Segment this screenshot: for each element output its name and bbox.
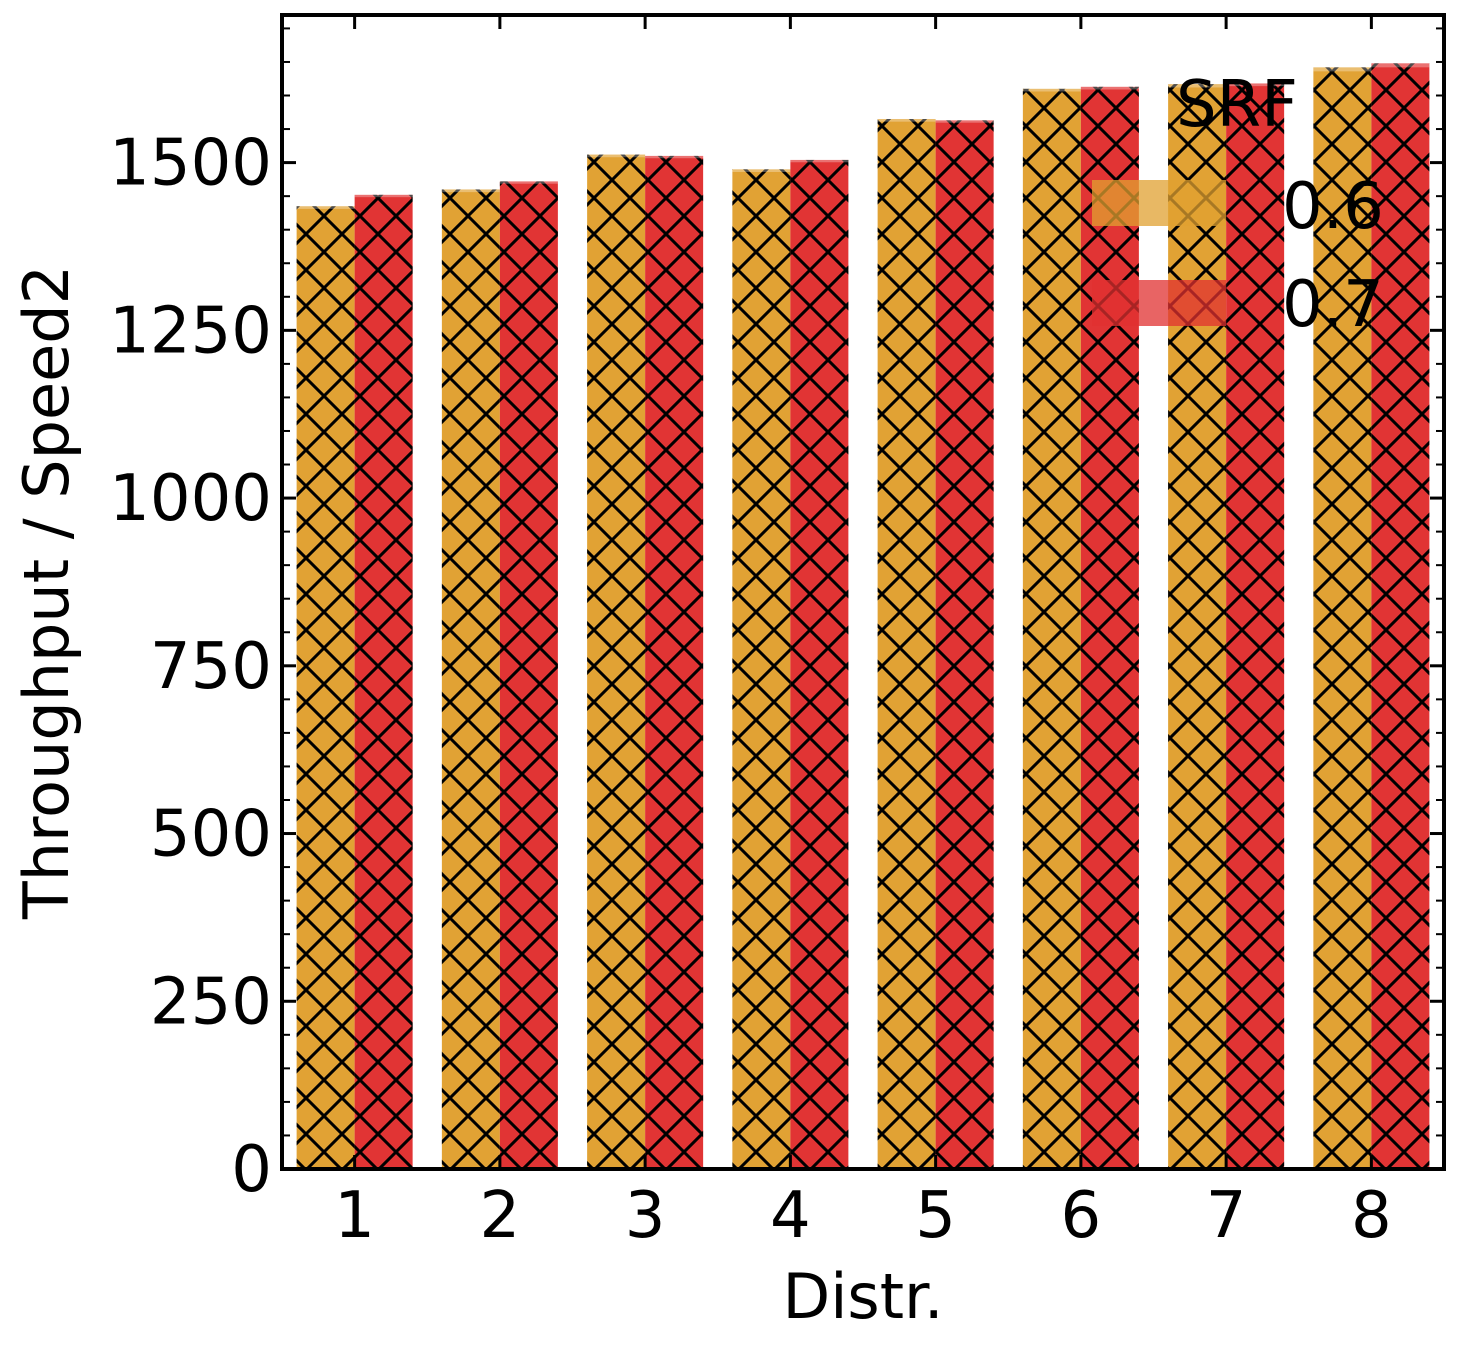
error-band-0.7-3: [645, 153, 704, 159]
bar-hatch-0.6-5: [877, 118, 936, 1169]
x-tick-label: 6: [1061, 1179, 1102, 1253]
bar-hatch-0.6-3: [587, 154, 646, 1169]
x-tick-label: 8: [1351, 1179, 1392, 1253]
plot-frame: [280, 13, 1446, 1171]
error-band-0.7-1: [354, 192, 413, 198]
bar-hatch-0.7-6: [1080, 86, 1139, 1169]
error-band-0.6-1: [296, 203, 355, 209]
bar-hatch-0.6-7: [1168, 84, 1227, 1169]
legend-label-0.6: 0.6: [1282, 170, 1384, 244]
bar-hatch-0.7-7: [1226, 83, 1285, 1169]
legend: SRF 0.6 0.7: [1092, 68, 1384, 342]
bar-hatch-0.6-1: [296, 206, 355, 1169]
error-band-0.7-8: [1371, 59, 1430, 68]
y-tick-label: 500: [150, 798, 272, 872]
y-tick-label: 1250: [109, 294, 272, 368]
error-band-0.7-2: [499, 179, 558, 184]
bar-hatch-0.7-2: [499, 181, 558, 1169]
bar-hatch-0.6-2: [441, 189, 500, 1169]
legend-label-0.7: 0.7: [1282, 268, 1384, 342]
x-tick-label: 4: [770, 1179, 811, 1253]
error-band-0.6-8: [1313, 63, 1372, 72]
legend-title: SRF: [1176, 68, 1298, 142]
x-tick-label: 5: [915, 1179, 956, 1253]
bar-hatch-0.6-6: [1022, 88, 1081, 1169]
bar-hatch-0.7-4: [790, 159, 849, 1169]
bar-hatch-0.7-5: [935, 120, 994, 1169]
y-tick-label: 1500: [109, 127, 272, 201]
y-axis-label: Throughput / Speed2: [10, 265, 83, 920]
error-band-0.7-6: [1080, 84, 1139, 90]
x-tick-label: 7: [1206, 1179, 1247, 1253]
error-band-0.6-6: [1022, 86, 1081, 92]
x-ticks-layer: 1 2 3 4 5 6 7 8: [334, 15, 1392, 1253]
error-band-0.7-5: [935, 117, 994, 123]
x-tick-label: 2: [480, 1179, 521, 1253]
y-tick-label: 750: [150, 630, 272, 704]
error-band-0.6-2: [441, 186, 500, 193]
error-band-0.7-4: [790, 157, 849, 163]
bar-hatch-0.7-8: [1371, 63, 1430, 1169]
legend-swatch-0.6: [1092, 180, 1226, 226]
legend-swatch-0.7: [1092, 280, 1226, 326]
error-band-0.6-4: [732, 166, 791, 172]
bar-hatch-0.6-8: [1313, 67, 1372, 1169]
error-band-0.7-7: [1226, 80, 1285, 87]
y-tick-label: 0: [231, 1133, 272, 1207]
bars-layer: [296, 59, 1430, 1169]
bar-hatch-0.7-3: [645, 155, 704, 1169]
error-band-0.6-3: [587, 151, 646, 158]
x-tick-label: 1: [334, 1179, 375, 1253]
bar-hatch-0.7-1: [354, 194, 413, 1169]
x-axis-label: Distr.: [782, 1260, 943, 1333]
y-ticks-layer: 0 250 500 750 1000 1250 1500: [109, 127, 1444, 1207]
y-tick-label: 1000: [109, 462, 272, 536]
y-tick-label: 250: [150, 965, 272, 1039]
x-tick-label: 3: [625, 1179, 666, 1253]
error-band-0.6-7: [1168, 80, 1227, 88]
bar-hatch-0.6-4: [732, 169, 791, 1169]
error-band-0.6-5: [877, 116, 936, 122]
